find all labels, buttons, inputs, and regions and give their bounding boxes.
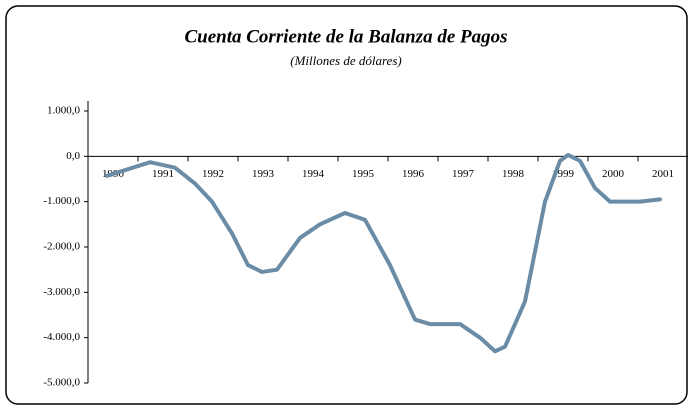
x-tick-label: 1995 <box>352 168 375 180</box>
x-tick-label: 2001 <box>652 168 674 180</box>
y-tick-label: -1.000,0 <box>43 195 80 207</box>
y-tick-label: -4.000,0 <box>43 331 80 343</box>
x-tick-label: 1993 <box>252 168 275 180</box>
y-tick-label: -2.000,0 <box>43 241 80 253</box>
y-tick-label: 0,0 <box>66 150 80 162</box>
y-tick-label: -5.000,0 <box>43 377 80 389</box>
x-tick-label: 1992 <box>202 168 224 180</box>
x-tick-label: 2000 <box>602 168 625 180</box>
y-tick-label: 1.000,0 <box>47 105 81 117</box>
x-tick-label: 1998 <box>502 168 525 180</box>
chart-title: Cuenta Corriente de la Balanza de Pagos <box>184 26 507 47</box>
x-tick-label: 1996 <box>402 168 425 180</box>
chart-frame <box>5 5 688 405</box>
data-line <box>105 152 662 354</box>
chart-subtitle: (Millones de dólares) <box>290 53 401 68</box>
x-tick-label: 1997 <box>452 168 475 180</box>
x-tick-label: 1991 <box>152 168 174 180</box>
y-tick-label: -3.000,0 <box>43 286 80 298</box>
x-tick-label: 1994 <box>302 168 325 180</box>
